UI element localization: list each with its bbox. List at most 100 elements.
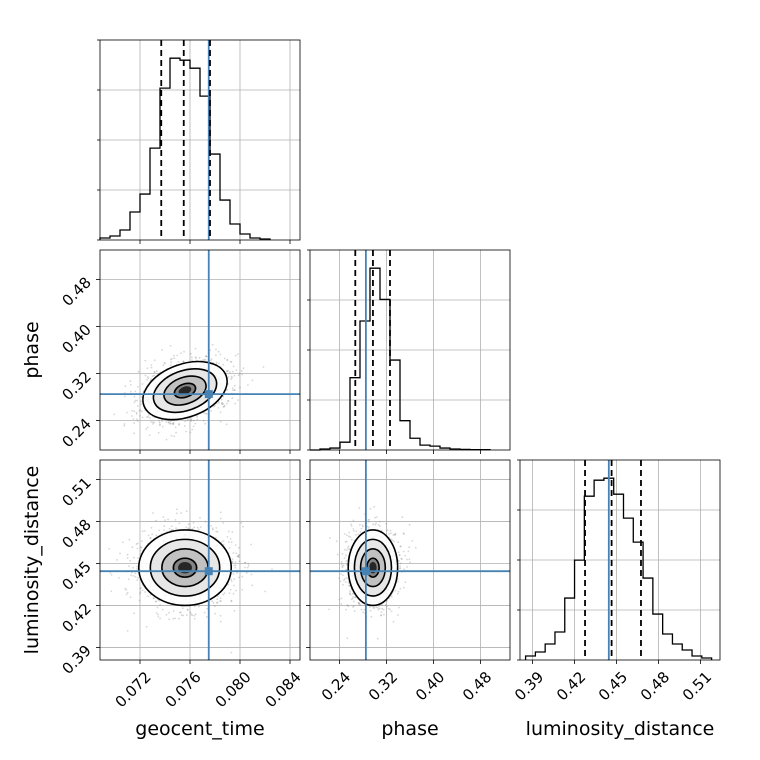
sample-point xyxy=(237,555,239,558)
sample-point xyxy=(150,364,153,366)
sample-point xyxy=(217,350,220,353)
sample-point xyxy=(230,578,233,581)
sample-point xyxy=(193,605,196,608)
sample-point xyxy=(346,604,349,606)
sample-point xyxy=(397,541,399,543)
sample-point xyxy=(204,358,207,361)
sample-point xyxy=(238,560,241,563)
sample-point xyxy=(175,527,177,529)
sample-point xyxy=(121,541,124,544)
sample-point xyxy=(139,409,142,412)
sample-point xyxy=(380,614,383,616)
sample-point xyxy=(372,523,374,526)
y-axis-label: phase xyxy=(21,321,43,378)
sample-point xyxy=(161,608,164,611)
sample-point xyxy=(234,566,237,569)
sample-point xyxy=(229,371,232,374)
sample-point xyxy=(239,386,241,389)
sample-point xyxy=(408,546,411,549)
sample-point xyxy=(176,354,179,357)
sample-point xyxy=(209,349,212,351)
sample-point xyxy=(346,563,348,566)
sample-point xyxy=(353,610,356,612)
sample-point xyxy=(183,350,185,353)
sample-point xyxy=(237,353,239,355)
sample-point xyxy=(186,609,189,611)
sample-point xyxy=(186,419,189,422)
sample-point xyxy=(219,511,222,514)
sample-point xyxy=(146,378,149,381)
sample-point xyxy=(237,374,240,377)
scatter-frame xyxy=(99,249,301,451)
y-tick-label: 0.48 xyxy=(58,274,94,310)
sample-point xyxy=(348,584,350,587)
sample-point xyxy=(223,405,226,408)
sample-point xyxy=(130,574,133,577)
sample-point xyxy=(144,374,147,377)
sample-point xyxy=(126,553,129,556)
sample-point xyxy=(155,534,158,537)
sample-point xyxy=(141,589,144,591)
x-tick-label: 0.084 xyxy=(262,668,305,711)
sample-point xyxy=(404,554,407,557)
sample-point xyxy=(250,543,252,546)
sample-point xyxy=(400,557,403,560)
sample-point xyxy=(159,604,162,606)
sample-point xyxy=(390,532,392,535)
sample-point xyxy=(139,591,142,593)
sample-point xyxy=(363,608,366,611)
sample-point xyxy=(354,596,356,599)
sample-point xyxy=(144,359,147,362)
sample-point xyxy=(347,535,350,538)
sample-point xyxy=(144,591,147,593)
truth-marker xyxy=(204,390,213,399)
sample-point xyxy=(118,577,120,579)
panel-hist-luminosity-distance xyxy=(517,459,721,664)
sample-point xyxy=(394,589,397,592)
sample-point xyxy=(148,417,151,419)
sample-point xyxy=(377,524,380,526)
sample-point xyxy=(163,525,166,527)
sample-point xyxy=(169,344,172,347)
sample-point xyxy=(357,533,360,535)
sample-point xyxy=(366,525,369,528)
sample-point xyxy=(190,613,193,616)
sample-point xyxy=(134,576,137,578)
sample-point xyxy=(216,601,218,604)
sample-point xyxy=(367,519,370,521)
sample-point xyxy=(139,546,142,549)
sample-point xyxy=(178,617,180,620)
sample-point xyxy=(237,399,239,401)
sample-point xyxy=(241,575,244,578)
sample-point xyxy=(384,604,387,606)
sample-point xyxy=(196,416,199,418)
sample-point xyxy=(230,375,233,378)
y-tick-label: 0.39 xyxy=(58,642,94,678)
sample-point xyxy=(342,583,344,586)
contour-line xyxy=(152,368,218,414)
sample-point xyxy=(119,552,121,555)
sample-point xyxy=(146,367,149,370)
sample-point xyxy=(244,566,246,569)
sample-point xyxy=(345,568,347,571)
sample-point xyxy=(135,543,138,546)
sample-point xyxy=(179,611,181,614)
sample-point xyxy=(231,558,234,561)
sample-point xyxy=(155,600,157,603)
sample-point xyxy=(136,399,138,402)
sample-point xyxy=(230,599,233,602)
sample-point xyxy=(186,608,189,611)
sample-point xyxy=(155,519,157,522)
sample-point xyxy=(240,522,243,524)
sample-point xyxy=(182,360,185,363)
sample-point xyxy=(399,545,402,548)
sample-point xyxy=(124,385,127,388)
sample-point xyxy=(367,521,370,523)
sample-point xyxy=(203,359,206,361)
sample-point xyxy=(205,355,207,358)
sample-point xyxy=(124,587,127,590)
sample-point xyxy=(222,543,225,546)
x-tick-label: 0.39 xyxy=(511,668,547,704)
sample-point xyxy=(353,530,355,532)
x-tick-label: 0.42 xyxy=(553,668,589,704)
